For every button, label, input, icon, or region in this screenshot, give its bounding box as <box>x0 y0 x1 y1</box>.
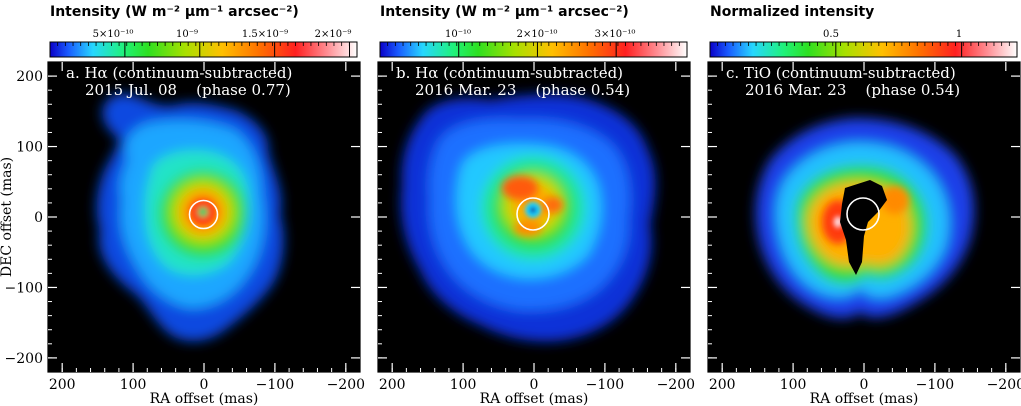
image-c: c. TiO (continuum-subtracted) 2016 Mar. … <box>708 62 1020 372</box>
emission-core-a <box>191 200 215 224</box>
colorbar-b-tick-labels: 10⁻¹⁰ 2×10⁻¹⁰ 3×10⁻¹⁰ <box>445 29 635 40</box>
xlabel-c: RA offset (mas) <box>810 391 919 406</box>
axes-a: 200 100 0 −100 −200 200 100 0 −100 −200 <box>5 62 365 393</box>
colorbar-a-tick-labels: 5×10⁻¹⁰ 10⁻⁹ 1.5×10⁻⁹ 2×10⁻⁹ <box>93 29 352 40</box>
panel-a: Intensity (W m⁻² μm⁻¹ arcsec⁻²) 5×10⁻¹⁰ … <box>0 4 365 406</box>
colorbar-a-tick-label-4: 2×10⁻⁹ <box>315 29 352 40</box>
ylabel-a: DEC offset (mas) <box>0 157 15 277</box>
x-tick-label: −100 <box>916 377 954 393</box>
axes-b: 200 100 0 −100 −200 <box>378 62 695 393</box>
x-tick-label: 0 <box>530 377 539 393</box>
xlabel-a: RA offset (mas) <box>150 391 259 406</box>
colorbar-b-ticks <box>387 42 680 57</box>
colorbar-b-tick-label-3: 3×10⁻¹⁰ <box>595 29 636 40</box>
colorbar-c-ticks <box>717 42 1010 57</box>
image-b: b. Hα (continuum-subtracted) 2016 Mar. 2… <box>378 62 690 372</box>
panel-title-a-line2: 2015 Jul. 08 (phase 0.77) <box>85 81 291 99</box>
panel-c: Normalized intensity 0.5 1 <box>707 4 1021 406</box>
x-tick-label: 200 <box>709 377 736 393</box>
y-tick-label: −200 <box>5 351 43 367</box>
colorbar-b-tick-label-2: 2×10⁻¹⁰ <box>517 29 558 40</box>
x-tick-label: 0 <box>860 377 869 393</box>
colorbar-a-ticks <box>57 42 351 57</box>
x-tick-label: 200 <box>49 377 76 393</box>
y-tick-label: −100 <box>5 280 43 296</box>
panel-title-b-line2: 2016 Mar. 23 (phase 0.54) <box>415 81 630 99</box>
x-tick-label: 100 <box>450 377 477 393</box>
x-tick-label: −100 <box>256 377 294 393</box>
star-circle-c <box>846 197 880 231</box>
x-tick-label: −200 <box>657 377 695 393</box>
xlabel-b: RA offset (mas) <box>480 391 589 406</box>
x-tick-label: −200 <box>327 377 365 393</box>
colorbar-title-b: Intensity (W m⁻² μm⁻¹ arcsec⁻²) <box>380 4 629 20</box>
panel-b: Intensity (W m⁻² μm⁻¹ arcsec⁻²) 10⁻¹⁰ 2×… <box>377 4 695 406</box>
y-tick-label: 100 <box>16 140 43 156</box>
star-circle-b <box>516 197 550 231</box>
y-tick-label: 200 <box>16 69 43 85</box>
colorbar-b-tick-label-1: 10⁻¹⁰ <box>445 29 471 40</box>
panel-title-c-line2: 2016 Mar. 23 (phase 0.54) <box>745 81 960 99</box>
x-tick-label: −100 <box>586 377 624 393</box>
x-tick-label: 100 <box>780 377 807 393</box>
image-a: a. Hα (continuum-subtracted) 2015 Jul. 0… <box>48 62 360 372</box>
colorbar-a-tick-label-3: 1.5×10⁻⁹ <box>242 29 288 40</box>
colorbar-c-tick-label-2: 1 <box>956 29 962 40</box>
star-circle-a <box>188 199 219 230</box>
panel-title-a-line1: a. Hα (continuum-subtracted) <box>66 64 292 82</box>
x-tick-label: 100 <box>120 377 147 393</box>
panel-title-b-line1: b. Hα (continuum-subtracted) <box>396 64 623 82</box>
x-tick-label: −200 <box>987 377 1021 393</box>
colorbar-a-tick-label-1: 5×10⁻¹⁰ <box>93 29 134 40</box>
axes-c: 200 100 0 −100 −200 <box>708 62 1021 393</box>
colorbar-title-a: Intensity (W m⁻² μm⁻¹ arcsec⁻²) <box>50 4 299 20</box>
colorbar-title-c: Normalized intensity <box>710 4 874 20</box>
colorbar-a-tick-label-2: 10⁻⁹ <box>176 29 198 40</box>
x-tick-label: 200 <box>379 377 406 393</box>
colorbar-c-tick-label-1: 0.5 <box>823 29 839 40</box>
y-tick-label: 0 <box>34 210 43 226</box>
x-tick-label: 0 <box>200 377 209 393</box>
colorbar-c-tick-labels: 0.5 1 <box>823 29 962 40</box>
emission-center-b <box>525 202 541 218</box>
panel-title-c-line1: c. TiO (continuum-subtracted) <box>726 64 956 82</box>
